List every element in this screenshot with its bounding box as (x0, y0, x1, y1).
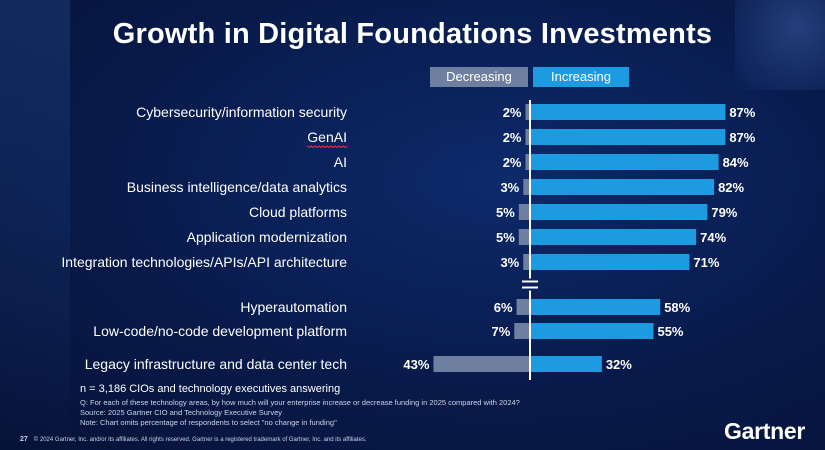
category-label: Cloud platforms (249, 204, 347, 220)
data-label-decreasing: 7% (491, 324, 510, 339)
bar-increasing (530, 129, 726, 145)
copyright-text: © 2024 Gartner, Inc. and/or its affiliat… (33, 437, 367, 443)
bar-increasing (530, 204, 708, 220)
data-label-increasing: 58% (664, 300, 690, 315)
bar-decreasing (433, 356, 530, 372)
category-label: Hyperautomation (240, 299, 347, 315)
data-label-decreasing: 5% (496, 205, 515, 220)
data-label-increasing: 87% (729, 130, 755, 145)
legend-increasing: Increasing (533, 67, 629, 87)
data-label-increasing: 82% (718, 180, 744, 195)
data-label-decreasing: 2% (503, 130, 522, 145)
bar-decreasing (523, 179, 530, 195)
footer-note: Note: Chart omits percentage of responde… (80, 418, 337, 427)
bar-decreasing (525, 129, 530, 145)
bar-decreasing (525, 154, 530, 170)
footer-sample-size: n = 3,186 CIOs and technology executives… (80, 383, 341, 395)
bar-increasing (530, 229, 697, 245)
bar-decreasing (514, 323, 530, 339)
data-label-increasing: 87% (729, 105, 755, 120)
bar-decreasing (518, 229, 530, 245)
data-label-increasing: 71% (693, 255, 719, 270)
page-number: 27 (20, 436, 28, 443)
data-label-increasing: 79% (711, 205, 737, 220)
bar-increasing (530, 299, 661, 315)
bar-decreasing (525, 104, 530, 120)
category-label: Legacy infrastructure and data center te… (85, 356, 347, 372)
bar-increasing (530, 179, 715, 195)
bar-increasing (530, 154, 719, 170)
data-label-decreasing: 3% (500, 255, 519, 270)
legend-decreasing: Decreasing (430, 67, 528, 87)
data-label-decreasing: 43% (403, 357, 429, 372)
data-label-decreasing: 2% (503, 105, 522, 120)
category-label: Integration technologies/APIs/API archit… (61, 254, 347, 270)
data-label-decreasing: 2% (503, 155, 522, 170)
data-label-decreasing: 6% (494, 300, 513, 315)
bar-increasing (530, 104, 726, 120)
chart-title: Growth in Digital Foundations Investment… (112, 18, 713, 50)
category-label: AI (334, 154, 347, 170)
bar-increasing (530, 356, 602, 372)
gartner-logo: Gartner (724, 418, 805, 444)
data-label-increasing: 84% (723, 155, 749, 170)
background-decoration-left (0, 0, 70, 450)
category-label: Cybersecurity/information security (136, 104, 347, 120)
data-label-decreasing: 5% (496, 230, 515, 245)
data-label-increasing: 55% (657, 324, 683, 339)
data-label-increasing: 32% (606, 357, 632, 372)
data-label-decreasing: 3% (500, 180, 519, 195)
bar-increasing (530, 323, 654, 339)
bar-decreasing (523, 254, 530, 270)
bar-decreasing (516, 299, 530, 315)
category-label: Application modernization (187, 229, 347, 245)
bar-decreasing (518, 204, 530, 220)
copyright-line: 27 © 2024 Gartner, Inc. and/or its affili… (20, 436, 367, 443)
bar-increasing (530, 254, 690, 270)
category-label: GenAI (307, 129, 347, 145)
footer-source: Source: 2025 Gartner CIO and Technology … (80, 408, 283, 417)
category-label: Business intelligence/data analytics (127, 179, 347, 195)
category-label: Low-code/no-code development platform (93, 323, 347, 339)
genai-underline (306, 145, 348, 149)
data-label-increasing: 74% (700, 230, 726, 245)
background-decoration-right (735, 0, 825, 90)
footer-question: Q: For each of these technology areas, b… (80, 398, 520, 407)
